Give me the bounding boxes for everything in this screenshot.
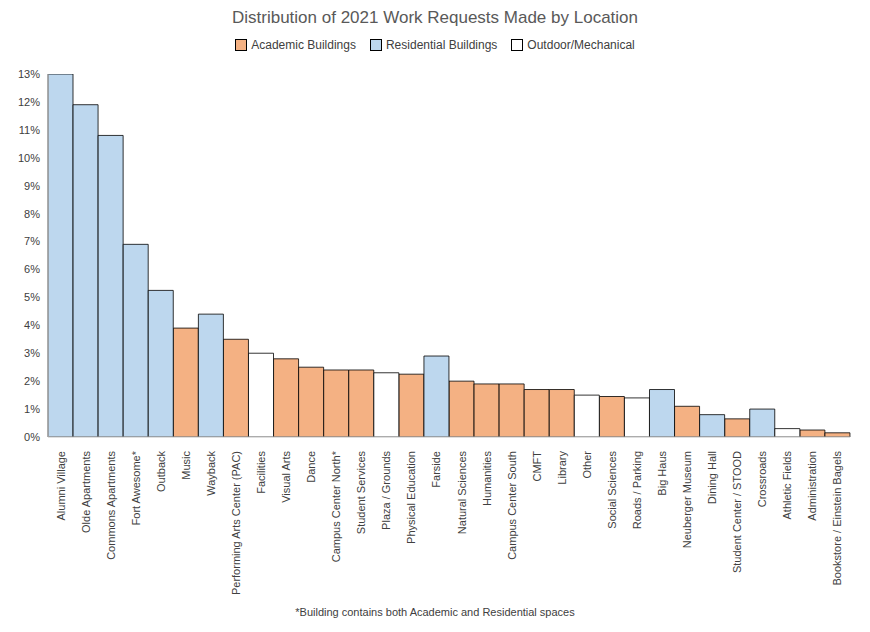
svg-text:Facilities: Facilities: [255, 451, 267, 494]
svg-text:Olde Apartments: Olde Apartments: [80, 451, 92, 533]
svg-text:Dining Hall: Dining Hall: [706, 451, 718, 504]
svg-text:Physical Education: Physical Education: [405, 451, 417, 544]
svg-text:Natural Sciences: Natural Sciences: [456, 451, 468, 535]
svg-text:Big Haus: Big Haus: [656, 451, 668, 496]
svg-text:Performing Arts Center (PAC): Performing Arts Center (PAC): [230, 451, 242, 595]
svg-text:CMFT: CMFT: [531, 451, 543, 482]
svg-text:1%: 1%: [24, 403, 40, 415]
svg-text:9%: 9%: [24, 180, 40, 192]
svg-text:Farside: Farside: [430, 451, 442, 488]
svg-text:4%: 4%: [24, 319, 40, 331]
html-text:Academic Buildings: Academic Buildings: [251, 38, 356, 52]
svg-text:Dance: Dance: [305, 451, 317, 483]
svg-text:6%: 6%: [24, 263, 40, 275]
svg-text:Plaza / Grounds: Plaza / Grounds: [380, 451, 392, 530]
html-text:Residential Buildings: Residential Buildings: [386, 38, 498, 52]
svg-text:Fort Awesome*: Fort Awesome*: [130, 450, 142, 525]
svg-text:Administration: Administration: [806, 451, 818, 521]
svg-text:Student Center / STOOD: Student Center / STOOD: [731, 451, 743, 573]
svg-text:Campus Center North*: Campus Center North*: [330, 450, 342, 562]
html-text:Distribution of 2021 Work Requ: Distribution of 2021 Work Requests Made …: [232, 8, 638, 27]
svg-text:Social Sciences: Social Sciences: [606, 451, 618, 529]
html-text:Outdoor/Mechanical: Outdoor/Mechanical: [527, 38, 635, 52]
svg-text:13%: 13%: [18, 68, 40, 80]
svg-text:8%: 8%: [24, 208, 40, 220]
svg-text:Bookstore / Einstein Bagels: Bookstore / Einstein Bagels: [831, 451, 843, 586]
svg-text:10%: 10%: [18, 152, 40, 164]
svg-text:Humanities: Humanities: [481, 451, 493, 507]
svg-text:7%: 7%: [24, 235, 40, 247]
svg-text:0%: 0%: [24, 431, 40, 443]
svg-text:Wayback: Wayback: [205, 451, 217, 496]
svg-text:Outback: Outback: [155, 451, 167, 492]
svg-text:Library: Library: [556, 451, 568, 485]
svg-text:Visual Arts: Visual Arts: [280, 451, 292, 503]
html-text:*Building contains both Academ: *Building contains both Academic and Res…: [295, 606, 575, 618]
svg-text:12%: 12%: [18, 96, 40, 108]
svg-text:11%: 11%: [19, 124, 40, 136]
svg-text:Commons Apartments: Commons Apartments: [105, 451, 117, 560]
svg-text:Neuberger Museum: Neuberger Museum: [681, 451, 693, 548]
svg-text:Student Services: Student Services: [355, 451, 367, 535]
svg-text:5%: 5%: [24, 291, 40, 303]
svg-text:Crossroads: Crossroads: [756, 451, 768, 508]
svg-text:Alumni Village: Alumni Village: [55, 451, 67, 521]
svg-text:Music: Music: [180, 451, 192, 480]
svg-text:Roads / Parking: Roads / Parking: [631, 451, 643, 529]
svg-text:Campus Center South: Campus Center South: [506, 451, 518, 560]
svg-text:Other: Other: [581, 451, 593, 479]
svg-text:Athletic Fields: Athletic Fields: [781, 451, 793, 520]
svg-text:2%: 2%: [24, 375, 40, 387]
svg-text:3%: 3%: [24, 347, 40, 359]
